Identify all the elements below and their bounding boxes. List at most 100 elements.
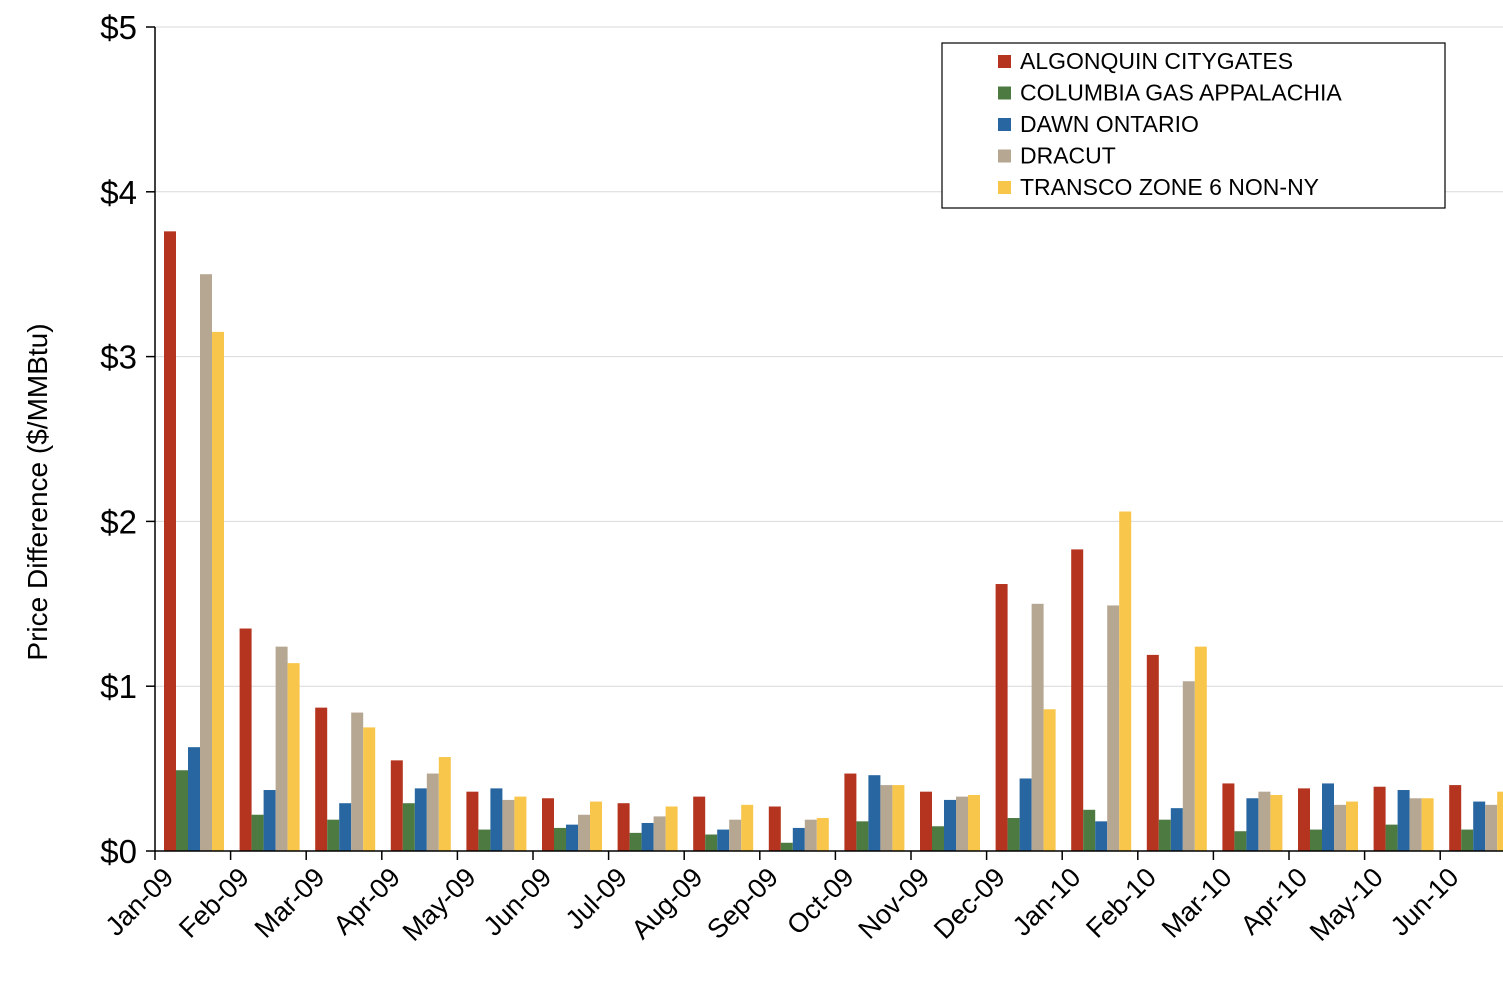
bar [868,775,881,851]
x-tick-label: Feb-09 [173,862,255,944]
bar [200,274,212,851]
bar [1397,790,1410,851]
axes [146,26,1503,860]
bar [1170,808,1183,851]
bar [956,796,968,851]
y-tick-label: $1 [100,668,137,705]
legend-label: DRACUT [1020,143,1116,169]
bar [641,822,654,851]
bar [188,747,200,851]
y-tick-label: $2 [100,503,137,540]
bar [590,801,602,851]
bar [1310,829,1322,851]
x-tick-label: Dec-09 [928,862,1011,945]
bar [693,796,706,851]
bar [1019,778,1032,851]
bar [351,712,364,851]
bar [932,826,944,851]
bar [792,827,805,851]
x-tick-label: Oct-09 [781,862,860,941]
x-tick-label: Mar-09 [249,862,331,944]
bar [705,834,718,851]
bar [1346,801,1358,851]
bar [251,814,264,851]
bar [1031,603,1044,851]
bar [363,727,376,851]
x-tick-label: May-09 [397,862,482,947]
bar [968,794,980,851]
bars [164,231,1503,852]
bar [263,790,276,851]
legend-label: COLUMBIA GAS APPALACHIA [1020,80,1342,106]
y-tick-label: $5 [100,9,137,46]
bar [1083,809,1096,851]
series-2 [188,747,1486,851]
bar [741,804,754,851]
bar [1071,549,1084,851]
legend-swatch [998,55,1011,68]
legend-swatch [998,86,1011,100]
x-tick-label: Sep-09 [701,862,784,945]
bar [327,819,340,851]
bar [1385,824,1398,851]
x-tick-label: Apr-10 [1235,862,1314,941]
x-tick-label: Jan-09 [100,862,180,942]
bar [717,829,730,851]
legend-label: TRANSCO ZONE 6 NON-NY [1020,174,1319,200]
bar [315,707,328,851]
bar [1485,804,1498,851]
bar [856,821,869,851]
bar [1246,798,1259,851]
y-tick-label: $0 [100,833,137,870]
y-tick-label: $4 [100,174,137,211]
bar [554,827,566,851]
bar [164,231,176,852]
bar [239,628,252,851]
bar [1298,788,1310,851]
bar [892,785,905,851]
x-tick-label: Nov-09 [852,862,935,945]
bar [1409,798,1422,851]
x-tick-label: Jan-10 [1007,862,1087,942]
series-3 [200,274,1498,851]
bar [1373,786,1386,851]
bar [176,770,188,851]
x-tick-label: Mar-10 [1156,862,1238,944]
bar [542,798,554,851]
bar [1334,804,1346,851]
legend-swatch [998,149,1011,163]
legend-label: ALGONQUIN CITYGATES [1020,48,1293,74]
bar [502,799,515,851]
x-tick-label: Jul-09 [560,862,633,935]
bar [653,816,666,851]
bar [804,819,817,851]
bar [212,331,224,851]
bar [578,814,590,851]
bar [1449,785,1462,851]
bar [1182,681,1195,851]
x-tick-label: Aug-09 [626,862,709,945]
legend-box [941,42,1446,209]
bar [1497,791,1503,851]
bar [617,803,630,851]
x-tick-label: Jun-09 [478,862,558,942]
series-0 [164,231,1462,852]
bar [490,788,503,851]
x-tick-label: Jun-10 [1385,862,1465,942]
bar [1322,783,1334,851]
bar [514,796,527,851]
bar [1043,709,1056,851]
legend-swatch [998,181,1011,194]
bar [780,842,793,851]
bar [478,829,491,851]
legend-label: DAWN ONTARIO [1020,111,1199,137]
bar [414,788,427,851]
bar [1461,829,1474,851]
bar [1421,798,1434,851]
bar [768,806,781,851]
bar [1007,818,1020,851]
bar [1258,791,1271,851]
bar [390,760,403,851]
